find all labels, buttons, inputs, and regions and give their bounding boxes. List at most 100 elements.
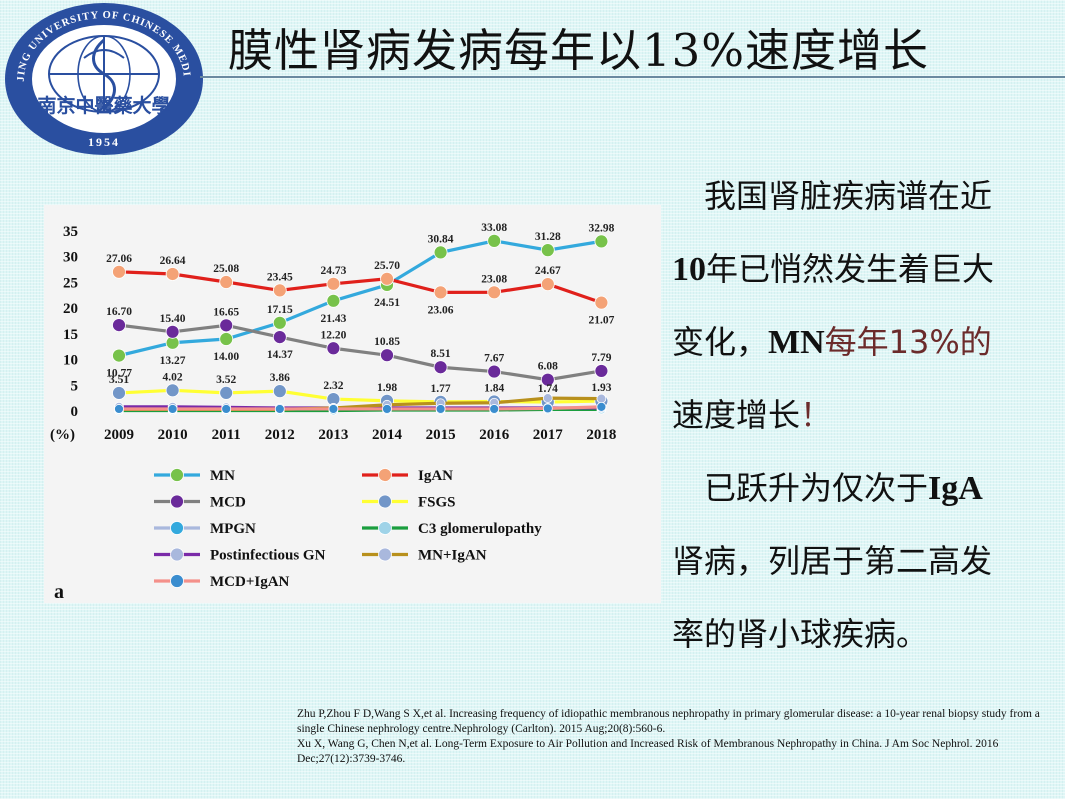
data-label: 7.67 <box>484 353 504 365</box>
data-point <box>274 404 285 414</box>
y-tick-label: 30 <box>63 250 78 266</box>
x-tick-label: 2009 <box>104 427 134 443</box>
data-label: 30.84 <box>428 233 454 245</box>
data-point <box>326 341 341 356</box>
data-point <box>489 404 500 414</box>
data-label: 23.45 <box>267 271 293 283</box>
data-point <box>433 285 448 300</box>
data-point <box>165 324 180 339</box>
data-point <box>272 330 287 344</box>
data-label: 25.08 <box>213 263 239 275</box>
data-point <box>487 364 502 379</box>
data-point <box>219 385 234 400</box>
data-label: 32.98 <box>588 222 614 234</box>
data-label: 4.02 <box>163 371 183 383</box>
data-point <box>594 364 609 378</box>
data-point <box>272 315 287 330</box>
data-point <box>435 404 446 414</box>
y-unit-label: (%) <box>50 427 75 443</box>
legend-item: MPGN <box>154 521 256 537</box>
x-tick-label: 2016 <box>479 427 510 443</box>
data-labels: 10.77 13.27 14.00 17.15 21.43 24.51 30.84 33.08… <box>106 222 615 395</box>
data-point <box>542 393 553 404</box>
summary-line-7: 率的肾小球疾病。 <box>672 615 929 653</box>
x-tick-label: 2014 <box>372 427 403 443</box>
data-point <box>219 318 234 333</box>
data-label: 24.51 <box>374 297 400 309</box>
data-point <box>112 386 126 400</box>
legend-item: Postinfectious GN <box>154 548 326 564</box>
legend-marker <box>170 521 184 535</box>
data-label: 10.77 <box>106 368 132 380</box>
x-tick-label: 2013 <box>318 427 348 443</box>
x-tick-label: 2010 <box>158 427 188 443</box>
x-tick-label: 2015 <box>426 427 456 443</box>
data-point <box>596 393 607 404</box>
legend-marker <box>170 574 184 588</box>
summary-line-4: 速度增长！ <box>672 396 833 434</box>
data-label: 1.84 <box>484 383 504 395</box>
data-point <box>433 360 448 375</box>
data-label: 7.79 <box>591 352 611 364</box>
legend-item: FSGS <box>362 495 456 511</box>
data-point <box>114 404 124 414</box>
y-tick-label: 10 <box>63 353 78 369</box>
data-point <box>594 234 609 249</box>
legend-marker <box>170 547 184 562</box>
series-line-igan <box>118 270 602 305</box>
data-point <box>272 384 287 399</box>
legend-item: IgAN <box>362 468 453 484</box>
legend-label: MCD <box>210 495 246 511</box>
x-tick-label: 2012 <box>265 427 295 443</box>
data-label: 25.70 <box>374 260 400 272</box>
slide-title: 膜性肾病发病每年以13%速度增长 <box>228 24 930 77</box>
data-point <box>487 285 502 300</box>
data-point <box>112 264 126 279</box>
data-label: 24.67 <box>535 265 561 277</box>
summary-line-2: 10年已悄然发生着巨大 <box>672 250 995 288</box>
y-tick-label: 0 <box>71 404 79 420</box>
legend-item: MN+IgAN <box>362 548 487 564</box>
legend-label: MN+IgAN <box>418 548 487 564</box>
data-label: 3.86 <box>270 372 290 384</box>
title-divider <box>200 76 1065 78</box>
legend-marker <box>378 547 392 562</box>
legend-marker <box>378 521 392 535</box>
data-label: 1.77 <box>431 383 451 395</box>
data-point <box>165 383 180 398</box>
data-label: 23.06 <box>428 304 454 316</box>
data-label: 8.51 <box>431 348 451 360</box>
data-label: 17.15 <box>267 304 293 316</box>
data-point <box>487 233 502 248</box>
summary-text: 我国肾脏疾病谱在近 10年已悄然发生着巨大 变化，MN每年13%的 速度增长！ … <box>672 160 1042 671</box>
data-point <box>112 348 126 363</box>
data-point <box>380 271 394 286</box>
legend-marker <box>378 468 392 482</box>
legend-item: MCD <box>154 495 246 511</box>
chart-legend: MN IgAN MCD FSGS MPGN C3 glomerulopathy Postin… <box>154 468 542 590</box>
data-label: 1.98 <box>377 382 397 394</box>
series-line-mcd-igan <box>119 405 602 411</box>
data-point <box>165 267 180 281</box>
data-label: 10.85 <box>374 336 400 348</box>
reference-2: Xu X, Wang G, Chen N,et al. Long-Term Ex… <box>297 738 999 765</box>
references: Zhu P,Zhou F D,Wang S X,et al. Increasin… <box>297 707 1047 767</box>
data-label: 13.27 <box>160 355 186 367</box>
data-label: 31.28 <box>535 231 561 243</box>
data-label: 24.73 <box>320 265 346 277</box>
x-tick-label: 2018 <box>586 427 616 443</box>
data-label: 23.08 <box>481 273 507 285</box>
data-label: 1.74 <box>538 383 558 395</box>
summary-line-5: 已跃升为仅次于IgA <box>704 469 983 507</box>
data-label: 15.40 <box>160 313 186 325</box>
data-point <box>328 404 339 414</box>
legend-label: FSGS <box>418 495 456 511</box>
summary-line-6: 肾病，列居于第二高发 <box>672 542 993 580</box>
line-chart: 0 5 10 15 20 25 30 35 (%) 2009 2010 2011 2012 2013 201… <box>50 222 616 603</box>
data-point <box>219 275 234 289</box>
data-point <box>540 372 555 387</box>
data-point <box>219 332 234 346</box>
data-label: 12.20 <box>320 329 346 341</box>
data-point <box>326 293 341 308</box>
data-label: 16.70 <box>106 306 132 318</box>
